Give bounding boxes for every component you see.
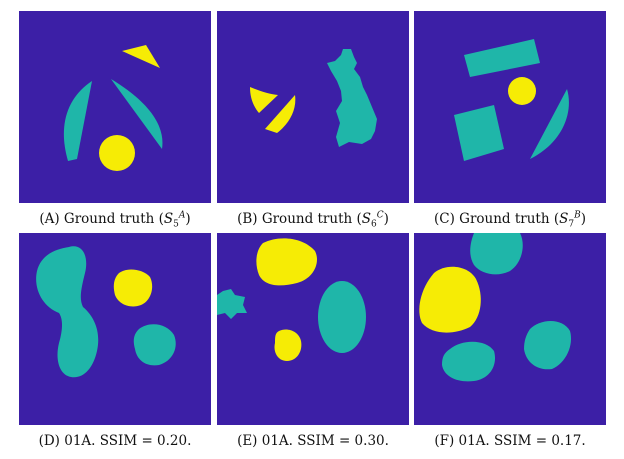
- caption-b: (B) Ground truth (S6C): [237, 210, 389, 230]
- teal-ellipse: [318, 281, 366, 353]
- teal-left-segment: [63, 81, 92, 161]
- yellow-large-blob: [256, 238, 317, 286]
- panel-a-image: [19, 11, 211, 203]
- yellow-lower-segment: [265, 95, 296, 133]
- teal-square: [454, 105, 504, 161]
- caption-f: (F) 01A. SSIM = 0.17.: [434, 433, 586, 449]
- teal-top-blob: [470, 233, 523, 275]
- panel-d-image: [19, 233, 211, 425]
- yellow-blob: [113, 269, 153, 307]
- yellow-small-blob: [274, 329, 302, 361]
- teal-hourglass-blob: [36, 246, 99, 378]
- caption-d: (D) 01A. SSIM = 0.20.: [38, 433, 192, 449]
- yellow-triangle: [122, 45, 160, 68]
- yellow-circle: [508, 77, 536, 105]
- teal-segment: [530, 89, 569, 159]
- teal-bottom-left-blob: [442, 341, 496, 382]
- teal-bottom-right-blob: [524, 321, 572, 370]
- teal-rotated-rectangle: [464, 39, 540, 77]
- caption-e: (E) 01A. SSIM = 0.30.: [237, 433, 389, 449]
- caption-c: (C) Ground truth (S7B): [434, 210, 586, 230]
- panel-c-image: [414, 11, 606, 203]
- teal-star-blob: [217, 289, 247, 319]
- yellow-upper-segment: [250, 87, 278, 113]
- panel-e-image: [217, 233, 409, 425]
- caption-a: (A) Ground truth (S5A): [39, 210, 191, 230]
- yellow-circle: [99, 135, 135, 171]
- yellow-large-blob: [419, 266, 481, 333]
- panel-f-image: [414, 233, 606, 425]
- panel-b-image: [217, 11, 409, 203]
- teal-right-segment: [111, 79, 163, 149]
- teal-round-blob: [133, 324, 176, 366]
- teal-irregular-shape: [327, 49, 377, 147]
